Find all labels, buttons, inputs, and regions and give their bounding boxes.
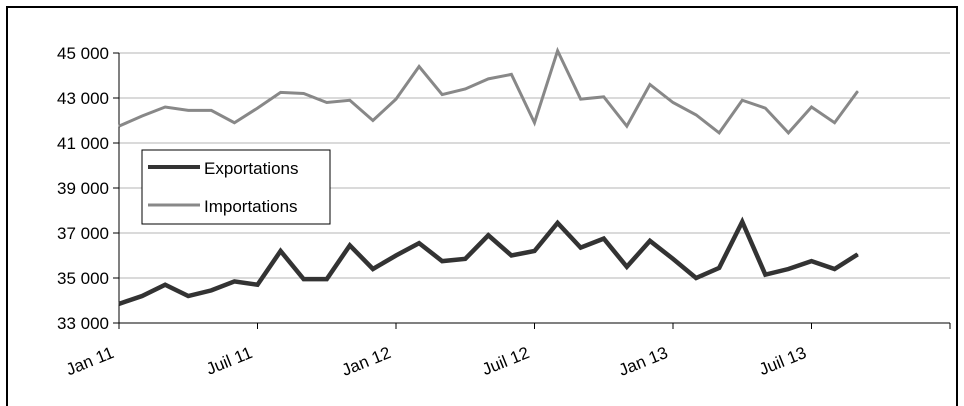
y-tick-label: 39 000 [57,179,109,198]
data-point-exportations [857,253,859,255]
data-point-exportations [187,295,189,297]
data-point-exportations [418,242,420,244]
data-point-importations [626,125,628,127]
data-point-exportations [464,258,466,260]
data-point-importations [279,91,282,93]
data-point-importations [349,99,351,101]
data-point-exportations [533,250,536,252]
y-tick-label: 41 000 [57,134,109,153]
data-point-exportations [303,278,305,280]
x-tick-label: Jan 12 [339,343,393,380]
x-tick-labels: Jan 11 Juil 11 Jan 12 Juil 12 Jan 13 Juil 13 [63,343,809,380]
chart-frame [6,6,958,406]
data-point-importations [741,99,743,101]
data-point-exportations [649,240,651,242]
data-point-importations [695,114,697,116]
data-point-exportations [210,289,212,291]
data-point-importations [164,106,166,108]
line-chart: 33 000 35 000 37 000 39 000 41 000 43 000 45 0… [57,44,951,380]
data-point-exportations [118,303,120,305]
data-point-importations [718,132,720,134]
data-point-exportations [349,244,351,246]
data-point-exportations [741,221,743,223]
y-tick-label: 37 000 [57,224,109,243]
data-point-importations [395,98,397,100]
x-tick-label: Juil 13 [756,343,809,379]
data-point-importations [210,109,212,111]
y-tick-label: 43 000 [57,89,109,108]
y-tick-label: 33 000 [57,314,109,333]
data-point-importations [603,96,605,98]
data-point-importations [187,109,189,111]
data-point-exportations [395,254,397,257]
data-point-importations [326,101,328,104]
data-point-importations [372,119,374,122]
data-point-exportations [672,258,674,260]
data-point-exportations [510,254,513,257]
data-point-importations [487,78,489,80]
data-point-importations [649,83,651,86]
data-point-importations [418,65,420,68]
data-point-exportations [441,260,443,262]
x-tick-label: Jan 13 [616,343,670,380]
data-point-importations [810,106,813,108]
series-line-exportations [118,216,859,307]
data-point-importations [441,94,443,96]
data-point-exportations [833,268,836,270]
data-point-importations [533,122,536,124]
data-point-importations [857,90,859,92]
series-lines [118,46,859,307]
legend-box [141,149,331,225]
data-point-exportations [372,268,374,270]
data-point-exportations [580,247,582,249]
data-point-exportations [256,284,259,286]
legend: Exportations Importations [141,149,331,225]
data-point-exportations [603,238,605,240]
data-point-exportations [164,284,166,286]
y-tick-label: 35 000 [57,269,109,288]
data-point-exportations [764,274,766,276]
data-point-exportations [695,277,697,279]
data-point-exportations [233,280,236,282]
data-point-exportations [141,295,143,297]
legend-label-importations: Importations [204,197,298,216]
data-point-exportations [787,268,790,270]
data-point-importations [510,73,513,75]
axes [113,52,951,329]
y-tick-label: 45 000 [57,44,109,63]
data-point-exportations [556,222,559,224]
data-point-exportations [718,267,720,269]
data-point-exportations [279,250,282,252]
data-point-exportations [326,278,328,280]
data-point-importations [256,107,259,109]
data-point-exportations [626,266,628,268]
data-point-importations [833,122,836,124]
data-point-importations [556,50,559,52]
data-point-importations [118,125,120,127]
data-point-exportations [810,260,813,262]
data-point-importations [303,92,305,95]
data-point-importations [464,88,466,90]
data-point-exportations [487,234,489,236]
x-tick-label: Juil 11 [203,343,255,379]
data-point-importations [764,107,766,109]
data-point-importations [141,115,143,117]
legend-label-exportations: Exportations [204,159,299,178]
x-tick-label: Juil 12 [479,343,532,379]
data-point-importations [580,98,582,100]
data-point-importations [787,132,790,134]
series-line-importations [118,46,859,136]
y-tick-labels: 33 000 35 000 37 000 39 000 41 000 43 000 45 0… [57,44,109,333]
x-tick-label: Jan 11 [63,343,116,379]
data-point-importations [233,122,236,124]
data-point-importations [672,101,674,104]
